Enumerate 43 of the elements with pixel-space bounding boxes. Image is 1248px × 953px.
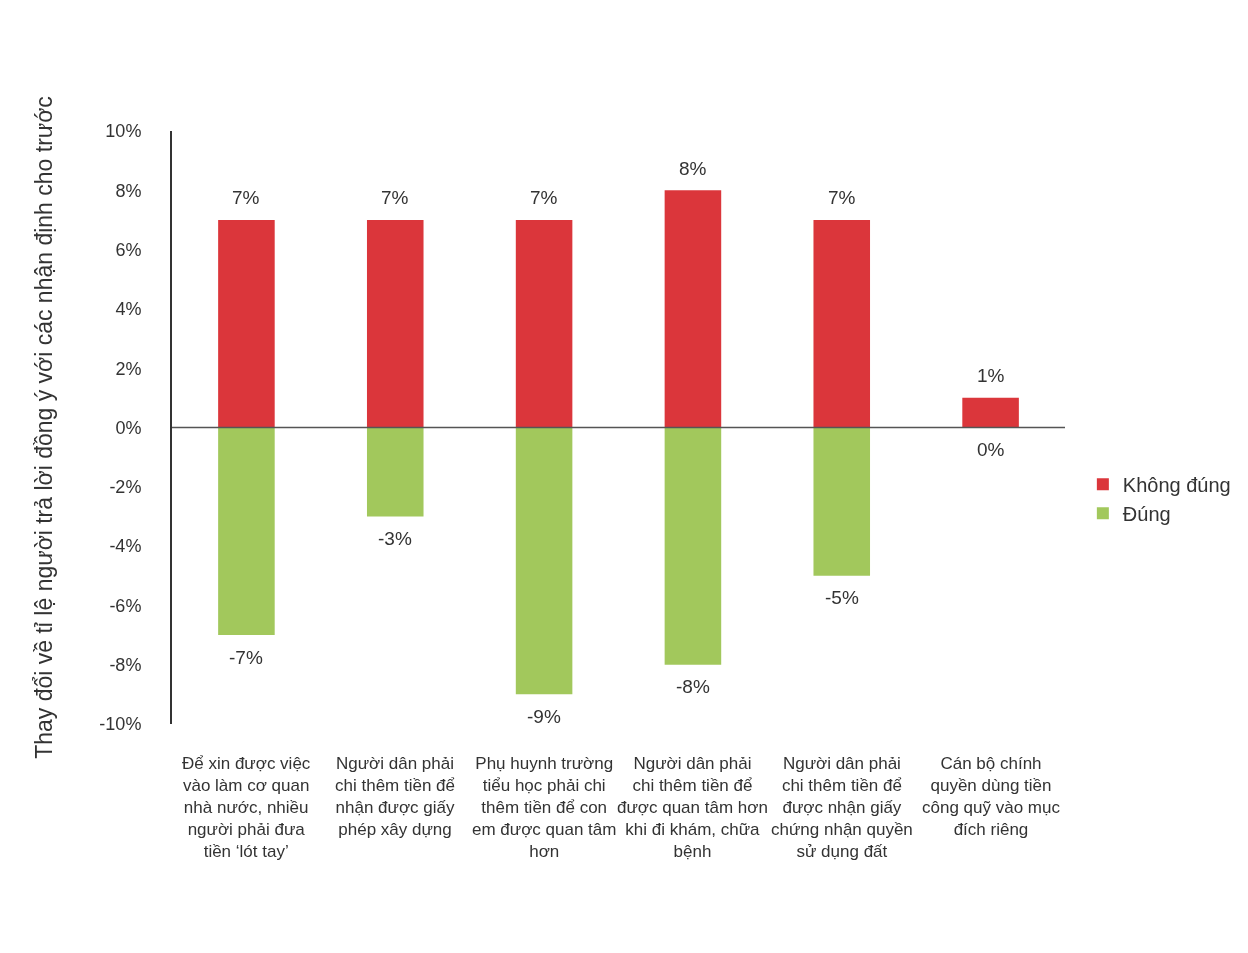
x-tick-label: Cán bộ chính quyền dùng tiền công quỹ vào mục đích riêng xyxy=(922,754,1061,840)
x-tick-label: Người dân phải chi thêm tiền để được nhận giấy chứng nhận quyền sử dụng đất xyxy=(771,754,913,862)
y-tick-label: 0% xyxy=(115,417,142,438)
y-tick-label: -2% xyxy=(109,477,142,498)
data-label: 7% xyxy=(381,187,409,208)
data-label: 7% xyxy=(828,187,856,208)
y-tick-label: 6% xyxy=(115,239,142,260)
x-tick-label: Phụ huynh trường tiểu học phải chi thêm tiền để con em được quan tâm hơn xyxy=(472,754,617,862)
data-label: -3% xyxy=(378,528,412,549)
bar xyxy=(962,397,1019,428)
data-label: 7% xyxy=(232,187,260,208)
data-label: -7% xyxy=(229,647,263,668)
data-label: -8% xyxy=(676,676,710,697)
y-tick-label: 8% xyxy=(115,180,142,201)
y-tick-label: -10% xyxy=(99,714,142,735)
bar xyxy=(218,427,275,636)
x-tick-label: Người dân phải chi thêm tiền để được quan tâm hơn khi đi khám, chữa bệnh xyxy=(617,754,768,862)
legend-label: Đúng xyxy=(1122,502,1171,525)
bar xyxy=(218,219,275,428)
data-label: -5% xyxy=(825,587,859,608)
bar xyxy=(664,427,722,665)
y-tick-label: 2% xyxy=(115,358,142,379)
y-tick-label: 4% xyxy=(115,299,142,320)
bar xyxy=(664,190,722,428)
y-tick-label: -4% xyxy=(109,536,142,557)
bar xyxy=(515,219,573,428)
x-tick-label: Để xin được việc vào làm cơ quan nhà nước, nhiều người phải đưa tiền ‘lót tay’ xyxy=(182,754,311,862)
y-axis-title: Thay đổi về tỉ lệ người trả lời đồng ý với các nhận định cho trước xyxy=(31,96,58,759)
data-label: -9% xyxy=(527,706,561,727)
legend-label: Không đúng xyxy=(1122,473,1231,496)
data-label: 0% xyxy=(977,439,1005,460)
data-label: 7% xyxy=(530,187,558,208)
y-tick-label: -6% xyxy=(109,595,142,616)
y-tick-label: 10% xyxy=(105,121,142,142)
bar xyxy=(366,427,424,517)
x-tick-label: Người dân phải chi thêm tiền để nhận được giấy phép xây dựng xyxy=(335,754,456,840)
bar xyxy=(366,219,424,428)
data-label: 1% xyxy=(977,365,1005,386)
y-tick-label: -8% xyxy=(109,655,142,675)
data-label: 8% xyxy=(679,158,707,179)
bar xyxy=(515,427,573,695)
bar xyxy=(813,219,871,428)
bar xyxy=(813,427,871,576)
